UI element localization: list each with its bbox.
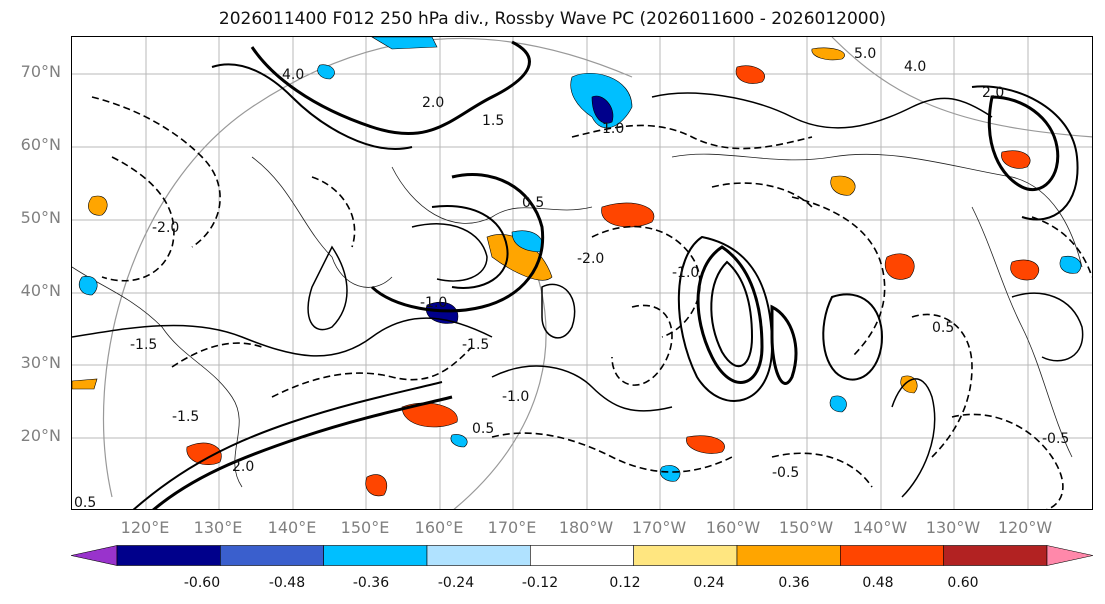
- colorbar-tick: 0.12: [609, 575, 641, 591]
- colorbar-segment: [840, 545, 944, 566]
- colorbar-segment: [426, 545, 531, 566]
- contour-label: 0.5: [74, 495, 96, 510]
- colorbar-tick: 0.60: [947, 575, 979, 591]
- colorbar-tick: 0.48: [862, 575, 894, 591]
- lat-label-60: 60°N: [20, 135, 61, 154]
- colorbar-segment: [323, 545, 428, 566]
- contour-label: 2.0: [982, 85, 1004, 101]
- contour-label: -0.5: [1042, 431, 1069, 447]
- lon-label: 170°W: [631, 518, 687, 537]
- map-panel: 5.0 4.0 4.0 2.0 2.0 1.5 1.0 0.5 -1.0 -1.…: [71, 36, 1093, 510]
- contour-label: 1.5: [482, 113, 504, 129]
- colorbar-segment: [943, 545, 1048, 566]
- graticule: [72, 37, 1092, 509]
- lon-label: 130°W: [925, 518, 981, 537]
- map-canvas: 5.0 4.0 4.0 2.0 2.0 1.5 1.0 0.5 -1.0 -1.…: [72, 37, 1092, 510]
- lon-label: 120°E: [120, 518, 170, 537]
- colorbar-segment: [220, 545, 324, 566]
- colorbar-tick: -0.48: [268, 575, 306, 591]
- lat-label-40: 40°N: [20, 281, 61, 300]
- colorbar-tick: 0.36: [778, 575, 810, 591]
- shaded-anomalies: [72, 37, 1082, 497]
- lon-label: 140°E: [267, 518, 317, 537]
- lon-label: 180°W: [558, 518, 614, 537]
- lon-label: 140°W: [852, 518, 908, 537]
- colorbar-tick: 0.24: [693, 575, 725, 591]
- lat-label-30: 30°N: [20, 353, 61, 372]
- contour-label: -1.5: [130, 337, 157, 353]
- contour-label: -1.0: [502, 389, 529, 405]
- colorbar-segment: [736, 545, 841, 566]
- colorbar-extend-max: [1046, 545, 1093, 566]
- contour-label: 0.5: [472, 421, 494, 437]
- contour-label: -1.0: [420, 295, 447, 311]
- contour-label: -1.5: [172, 409, 199, 425]
- lon-label: 170°E: [487, 518, 537, 537]
- lon-label: 150°E: [340, 518, 390, 537]
- colorbar-segment: [530, 545, 634, 566]
- colorbar-tick: -0.24: [437, 575, 475, 591]
- contour-label: 4.0: [904, 59, 926, 75]
- contour-label: -1.0: [672, 265, 699, 281]
- lat-label-50: 50°N: [20, 208, 61, 227]
- contour-label: -0.5: [772, 465, 799, 481]
- contour-label: 1.0: [602, 121, 624, 137]
- contour-label: 0.5: [522, 195, 544, 211]
- dashed-contours: [91, 96, 1092, 509]
- contour-label: 5.0: [854, 46, 876, 62]
- contour-labels: 5.0 4.0 4.0 2.0 2.0 1.5 1.0 0.5 -1.0 -1.…: [74, 46, 1069, 510]
- contour-label: -2.0: [152, 220, 179, 236]
- lon-label: 150°W: [778, 518, 834, 537]
- lon-label: 120°W: [997, 518, 1053, 537]
- lon-label: 160°E: [414, 518, 464, 537]
- colorbar-tick: -0.36: [352, 575, 390, 591]
- colorbar-segment: [116, 545, 221, 566]
- coastlines: [72, 153, 1083, 488]
- contour-label: -2.0: [577, 251, 604, 267]
- lon-label: 130°E: [193, 518, 243, 537]
- colorbar-segment: [633, 545, 738, 566]
- colorbar: [71, 545, 1093, 566]
- contour-label: 4.0: [282, 67, 304, 83]
- lon-label: 160°W: [705, 518, 761, 537]
- contour-label: 0.5: [932, 320, 954, 336]
- contour-label: 2.0: [232, 459, 254, 475]
- colorbar-tick: -0.60: [183, 575, 221, 591]
- contour-label: -1.5: [462, 337, 489, 353]
- lat-label-70: 70°N: [20, 62, 61, 81]
- map-title: 2026011400 F012 250 hPa div., Rossby Wav…: [218, 9, 887, 29]
- colorbar-extend-min: [71, 545, 118, 566]
- colorbar-tick: -0.12: [521, 575, 559, 591]
- solid-contours: [72, 40, 1084, 509]
- lat-label-20: 20°N: [20, 426, 61, 445]
- contour-label: 2.0: [422, 95, 444, 111]
